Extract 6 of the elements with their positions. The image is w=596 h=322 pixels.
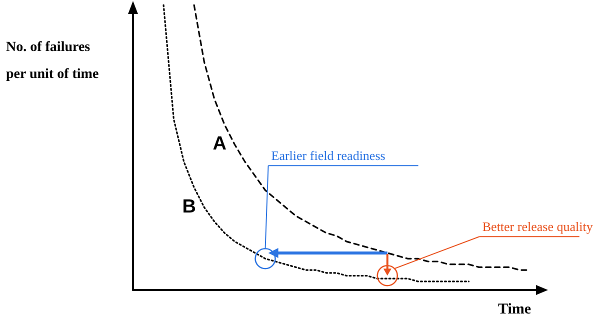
y-axis-title: No. of failures per unit of time: [6, 40, 99, 82]
series-label: B: [182, 196, 196, 218]
annotation: Earlier field readiness: [271, 148, 386, 164]
annotation: Better release quality: [482, 218, 593, 235]
series-label: A: [212, 134, 227, 155]
x-axis-title: Time: [498, 302, 532, 318]
